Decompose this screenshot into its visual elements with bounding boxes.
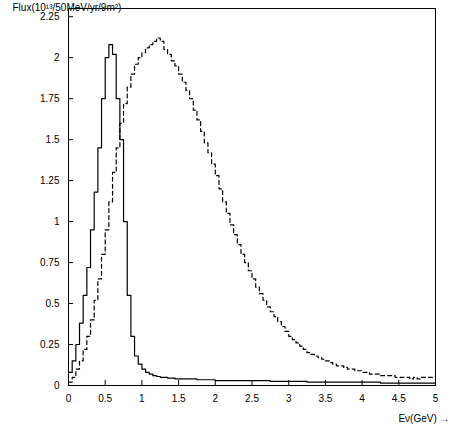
svg-text:3.5: 3.5 — [318, 393, 332, 404]
svg-text:0.5: 0.5 — [98, 393, 112, 404]
svg-text:1.25: 1.25 — [40, 175, 60, 186]
svg-text:Flux(10¹³/50MeV/yr/9m²): Flux(10¹³/50MeV/yr/9m²) — [13, 2, 122, 13]
svg-text:Eν(GeV) →: Eν(GeV) → — [398, 413, 449, 424]
svg-text:2.5: 2.5 — [245, 393, 259, 404]
svg-text:1.5: 1.5 — [46, 134, 60, 145]
svg-text:3: 3 — [286, 393, 292, 404]
svg-text:1: 1 — [54, 216, 60, 227]
svg-text:5: 5 — [433, 393, 439, 404]
svg-text:0.75: 0.75 — [40, 257, 60, 268]
svg-text:0.25: 0.25 — [40, 339, 60, 350]
svg-text:2.25: 2.25 — [40, 10, 60, 22]
svg-text:2: 2 — [54, 52, 60, 63]
svg-text:1.5: 1.5 — [172, 393, 186, 404]
svg-text:1.75: 1.75 — [40, 93, 60, 104]
svg-text:0: 0 — [66, 393, 72, 404]
svg-text:0.5: 0.5 — [46, 298, 60, 309]
svg-text:4.5: 4.5 — [392, 393, 406, 404]
svg-text:0: 0 — [54, 380, 60, 391]
svg-text:4: 4 — [359, 393, 365, 404]
svg-text:1: 1 — [139, 393, 145, 404]
svg-text:2: 2 — [213, 393, 219, 404]
